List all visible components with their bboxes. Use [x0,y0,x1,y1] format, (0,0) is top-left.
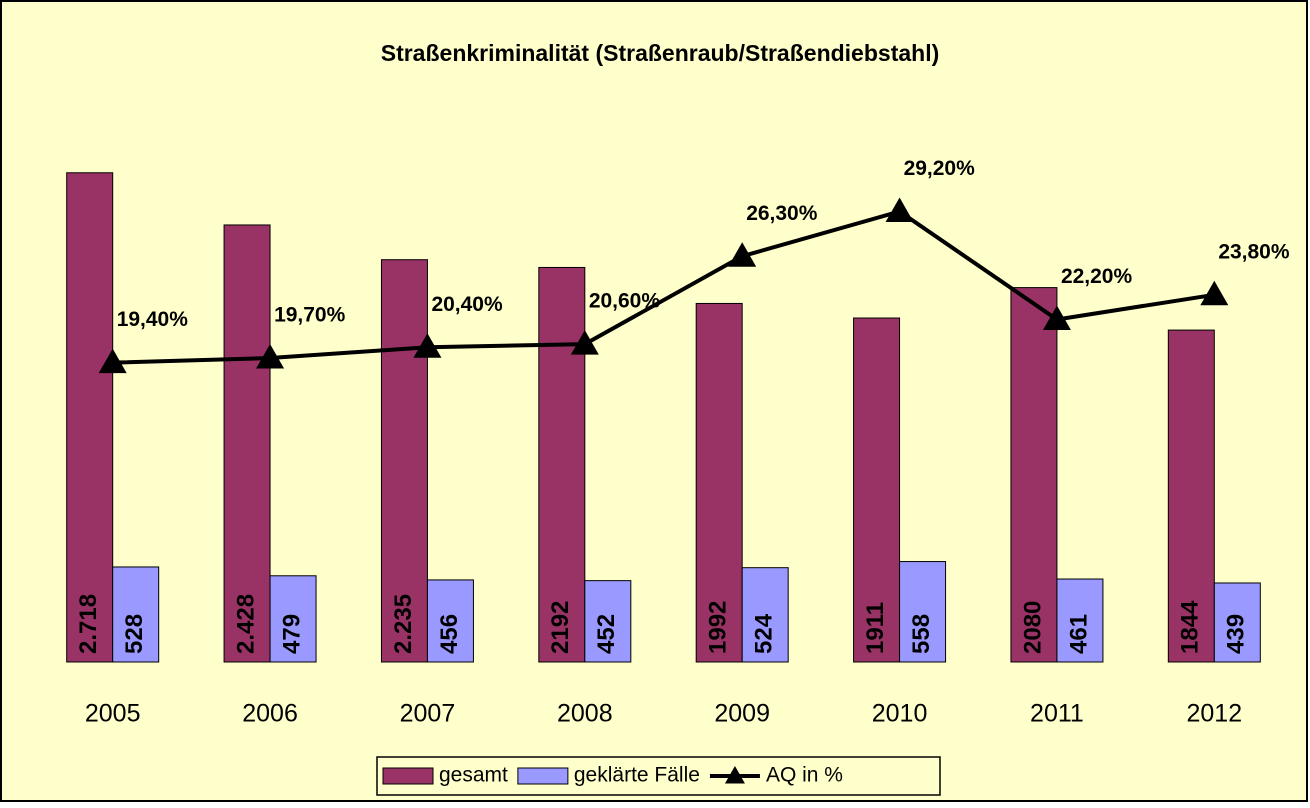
bar-value-label: 2192 [547,601,574,654]
x-tick-label: 2012 [1187,700,1243,728]
x-tick-label: 2008 [557,700,613,728]
bar-value-label: 2.235 [390,594,417,654]
bar [223,224,271,663]
bar-value-label: 2080 [1019,601,1046,654]
bar [1167,329,1215,663]
line-marker [98,348,127,374]
x-tick-label: 2005 [85,700,141,728]
legend-swatch [382,767,434,785]
line [112,209,1215,365]
bar [380,259,428,663]
x-tick-label: 2006 [242,700,298,728]
line-value-label: 29,20% [904,157,976,180]
bar [695,302,743,663]
bar-value-label: 479 [278,614,305,654]
chart-title: Straßenkriminalität (Straßenraub/Straßen… [381,40,940,66]
line-marker [1200,280,1229,306]
bar-value-label: 439 [1223,614,1250,654]
bar-value-label: 452 [593,614,620,654]
bar-value-label: 528 [121,614,148,654]
line-marker [413,333,442,358]
bar [899,561,947,663]
bar [584,580,632,663]
bar-value-label: 558 [908,614,935,654]
bar-value-label: 2.428 [232,594,259,654]
x-tick-label: 2009 [714,700,770,728]
bar-value-label: 1844 [1177,600,1204,654]
line-value-label: 19,40% [117,308,189,331]
legend-swatch [724,766,745,784]
line-marker [256,344,285,369]
legend-swatch [517,767,569,785]
x-tick-label: 2007 [400,700,456,728]
bar-value-label: 1992 [705,601,732,654]
bar-value-label: 461 [1065,614,1092,654]
legend-box [376,756,941,796]
line-marker [728,242,757,267]
legend-label: geklärte Fälle [574,764,700,787]
line-marker [885,197,914,222]
bar-value-label: 2.718 [75,594,102,654]
bar [66,172,114,663]
bar-value-label: 456 [436,614,463,654]
bar [1056,578,1104,663]
bar [853,317,901,663]
bar [112,566,160,663]
line-value-label: 19,70% [274,304,346,327]
line-value-label: 22,20% [1061,265,1133,288]
line-marker [1042,305,1071,330]
bar [538,266,586,663]
legend-label: AQ in % [766,764,843,787]
line-value-label: 23,80% [1218,240,1290,263]
bar [269,575,317,663]
line-value-label: 26,30% [746,202,818,225]
line-value-label: 20,40% [431,293,503,316]
bar [1010,287,1058,663]
legend-label: gesamt [439,764,508,787]
bar [741,567,789,663]
line-value-label: 20,60% [589,290,661,313]
bar-value-label: 1911 [862,602,889,654]
bar [426,579,474,663]
x-tick-label: 2011 [1030,700,1084,728]
bar [1213,582,1261,663]
line-marker [570,330,599,355]
bar-value-label: 524 [751,613,778,654]
x-tick-label: 2010 [872,700,928,728]
